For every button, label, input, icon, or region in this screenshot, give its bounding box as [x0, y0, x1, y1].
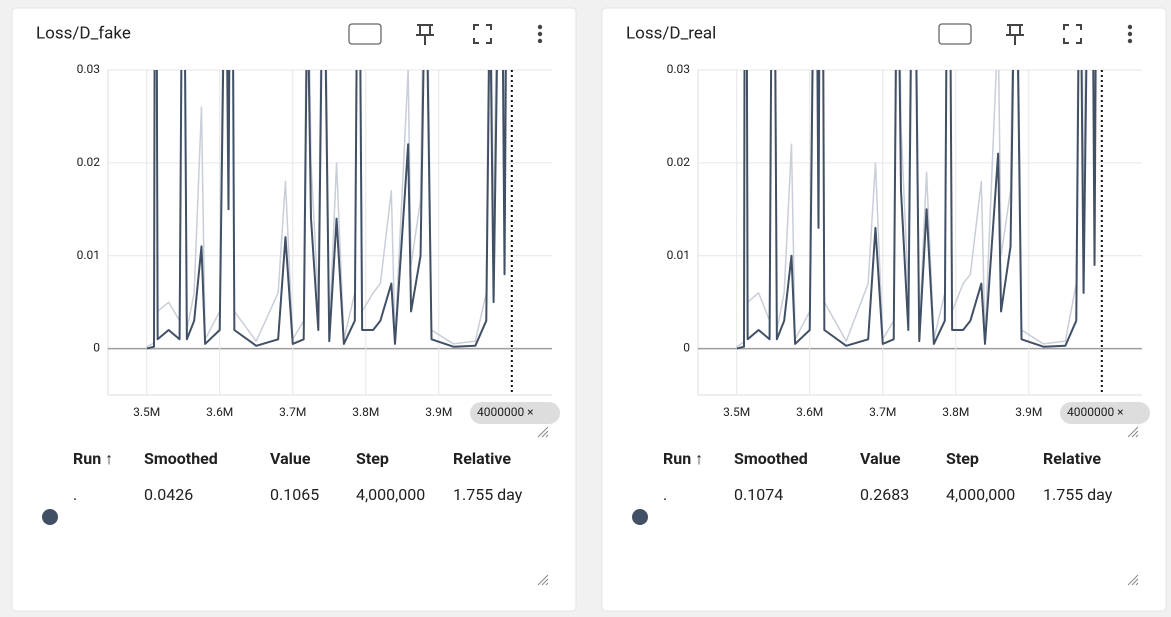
table-cell: 1.755 day — [453, 485, 523, 504]
plot-border — [107, 70, 552, 396]
cursor-label-bg — [1060, 402, 1150, 424]
plot — [146, 70, 507, 350]
pin-icon[interactable] — [416, 24, 434, 45]
chart-title: Loss/D_fake — [36, 23, 131, 43]
resize-handle — [1127, 426, 1139, 438]
y-tick-label: 0 — [683, 341, 690, 355]
card: Loss/D_real 0 0.01 0.02 0.03 3.5M 3.6M 3.7M 3.8M… — [601, 7, 1167, 612]
x-tick-label: 3.7M — [279, 405, 306, 419]
menu-icon[interactable] — [537, 24, 543, 30]
cursor-label-bg — [470, 402, 560, 424]
x-tick-label: 3.9M — [425, 405, 452, 419]
y-tick-label: 0.01 — [667, 248, 690, 262]
card: Loss/D_fake 0 0.01 0.02 0.03 3.5M 3.6M 3.7M 3.8M… — [11, 7, 577, 612]
pin-icon[interactable] — [1006, 24, 1024, 45]
x-tick-label: 3.8M — [942, 405, 969, 419]
series-line — [146, 70, 507, 350]
table-cell: 0.2683 — [860, 485, 909, 504]
menu-icon[interactable] — [1127, 24, 1133, 30]
y-tick-label: 0.03 — [77, 62, 100, 76]
fullscreen-icon[interactable] — [473, 24, 492, 44]
table-header: Relative — [1043, 449, 1101, 468]
x-tick-label: 3.9M — [1015, 405, 1042, 419]
table-header: Smoothed — [144, 449, 218, 468]
plot — [736, 70, 1097, 350]
x-tick-label: 3.6M — [206, 405, 233, 419]
series-line — [146, 70, 506, 348]
x-tick-label: 3.7M — [869, 405, 896, 419]
resize-handle — [1127, 574, 1139, 586]
y-tick-label: 0.02 — [667, 155, 691, 169]
series-line — [736, 70, 1097, 350]
y-tick-label: 0.02 — [77, 155, 101, 169]
table-cell: 0.1065 — [270, 485, 319, 504]
table-header: Step — [356, 449, 389, 468]
menu-icon[interactable] — [1127, 38, 1133, 44]
table-cell: 1.755 day — [1043, 485, 1113, 504]
table-header: Run ↑ — [73, 449, 113, 468]
table-cell: 4,000,000 — [946, 485, 1015, 504]
x-tick-label: 3.5M — [723, 405, 750, 419]
fullscreen-icon[interactable] — [1063, 24, 1082, 44]
x-tick-label: 3.5M — [133, 405, 160, 419]
card-bg — [11, 7, 577, 612]
table-header: Smoothed — [734, 449, 808, 468]
cursor-label: 4000000 × — [477, 405, 534, 419]
x-tick-label: 3.6M — [796, 405, 823, 419]
run-color-dot — [632, 509, 648, 525]
card-bg — [601, 7, 1167, 612]
table-cell: 0.0426 — [144, 485, 193, 504]
table-header: Value — [860, 449, 901, 468]
menu-icon[interactable] — [537, 38, 543, 44]
table-header: Value — [270, 449, 311, 468]
y-tick-label: 0.01 — [77, 248, 100, 262]
table-cell: . — [663, 485, 667, 504]
menu-icon[interactable] — [1127, 31, 1133, 37]
chart-title: Loss/D_real — [626, 23, 716, 43]
y-tick-label: 0.03 — [667, 62, 690, 76]
fit-icon[interactable] — [938, 23, 972, 45]
table-header: Run ↑ — [663, 449, 703, 468]
fit-icon[interactable] — [348, 23, 382, 45]
run-color-dot — [42, 509, 58, 525]
table-header: Step — [946, 449, 979, 468]
x-tick-label: 3.8M — [352, 405, 379, 419]
table-header: Relative — [453, 449, 511, 468]
table-cell: 0.1074 — [734, 485, 783, 504]
cursor-label: 4000000 × — [1067, 405, 1124, 419]
series-line — [736, 70, 1096, 348]
table-cell: . — [73, 485, 77, 504]
menu-icon[interactable] — [537, 31, 543, 37]
table-cell: 4,000,000 — [356, 485, 425, 504]
plot-border — [697, 70, 1142, 396]
resize-handle — [537, 426, 549, 438]
resize-handle — [537, 574, 549, 586]
y-tick-label: 0 — [93, 341, 100, 355]
